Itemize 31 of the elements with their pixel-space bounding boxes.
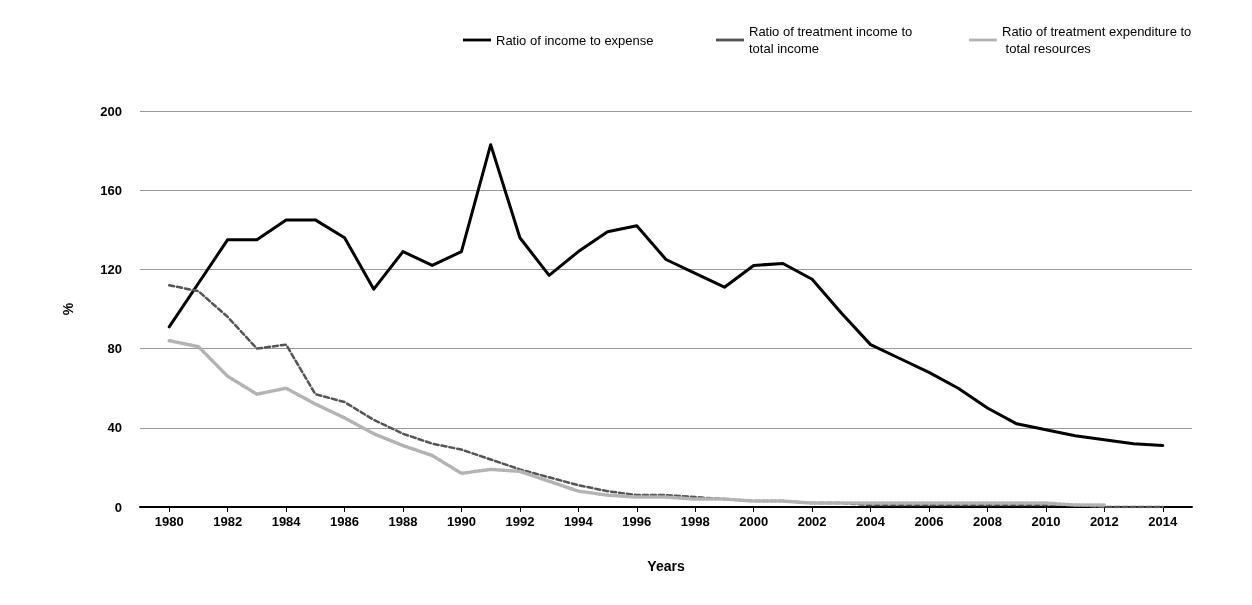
- x-tick-label: 1990: [446, 514, 476, 529]
- x-tick-label: 1994: [563, 514, 594, 529]
- y-tick-label: 160: [100, 182, 122, 198]
- y-tick-label: 200: [100, 103, 122, 119]
- x-tick-label: 2012: [1089, 514, 1119, 529]
- x-tick-label: 2000: [739, 514, 769, 529]
- x-axis-title: Years: [647, 558, 685, 574]
- x-tick-label: 1988: [388, 514, 418, 529]
- x-tick-label: 1980: [154, 514, 184, 529]
- x-tick-label: 2008: [972, 514, 1002, 529]
- x-tick-label: 1998: [680, 514, 710, 529]
- x-tick-label: 1982: [213, 514, 243, 529]
- legend-label: Ratio of treatment expenditure to total resources: [1002, 24, 1192, 56]
- line-series: [167, 143, 1165, 448]
- x-tick-label: 2006: [914, 514, 944, 529]
- x-tick-label: 2004: [856, 514, 886, 529]
- legend-label: Ratio of treatment income to total income: [749, 24, 916, 56]
- y-tick-label: 0: [114, 499, 122, 515]
- y-tick-label: 40: [107, 420, 122, 436]
- x-tick-label: 2002: [797, 514, 827, 529]
- line-series: [167, 338, 1107, 507]
- y-axis-title: %: [60, 302, 76, 316]
- x-tick-label: 2010: [1031, 514, 1061, 529]
- legend-label: Ratio of income to expense: [496, 32, 654, 48]
- y-tick-label: 120: [100, 261, 122, 277]
- x-tick-label: 1984: [271, 514, 302, 529]
- y-tick-label: 80: [107, 341, 122, 357]
- x-tick-label: 1986: [330, 514, 360, 529]
- x-tick-label: 2014: [1148, 514, 1179, 529]
- x-tick-label: 1996: [622, 514, 652, 529]
- x-tick-label: 1992: [505, 514, 535, 529]
